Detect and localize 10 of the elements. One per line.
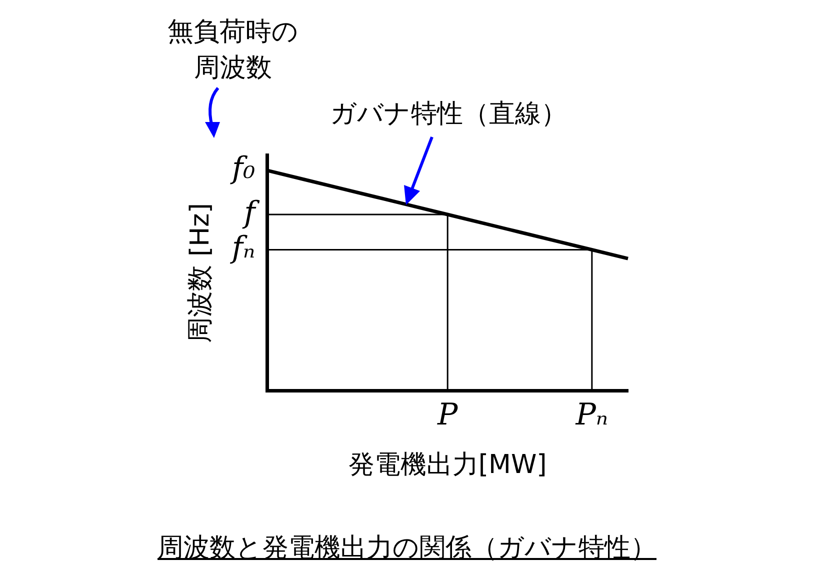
text: ガバナ特性（直線） <box>330 98 567 131</box>
x-axis-title: 発電機出力[MW] <box>348 450 547 480</box>
text: 周波数と発電機出力の関係（ガバナ特性） <box>158 533 656 563</box>
series-label: f <box>242 195 260 230</box>
y-axis-title: 周波数 [Hz] <box>185 203 216 343</box>
series-label: f₀ <box>230 151 256 186</box>
series-label: fₙ <box>230 230 256 266</box>
x-tick-label: P <box>436 398 459 433</box>
x-tick-label: Pₙ <box>574 398 608 433</box>
text: 無負荷時の周波数 <box>166 16 300 85</box>
